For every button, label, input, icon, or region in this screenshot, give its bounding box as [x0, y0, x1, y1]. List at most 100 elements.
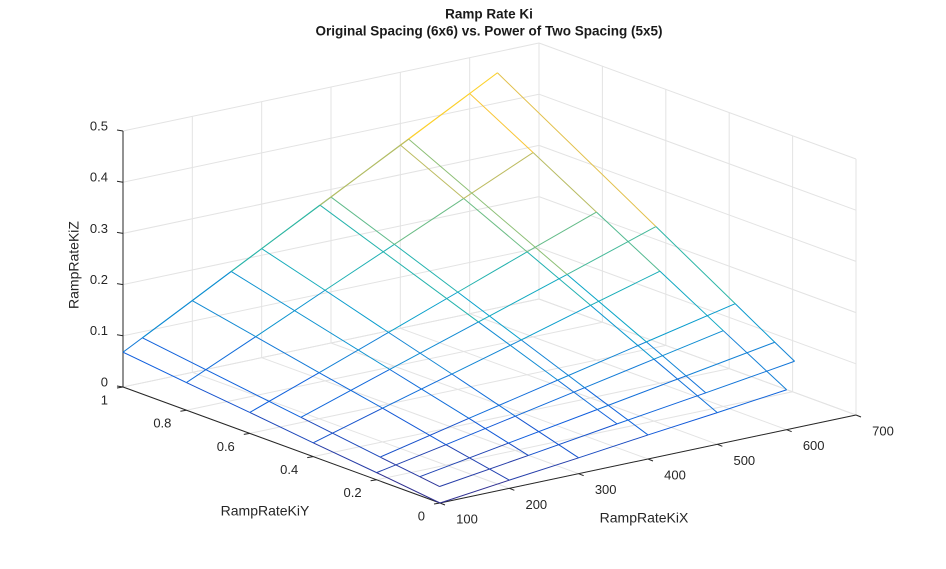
mesh-line: [186, 336, 257, 383]
mesh-line: [653, 358, 718, 413]
mesh-line: [249, 372, 320, 413]
mesh-line: [142, 271, 232, 339]
z-tick-label: 0.2: [90, 272, 108, 287]
mesh-line: [646, 341, 687, 377]
grid-line: [538, 42, 857, 160]
grid-line: [122, 247, 540, 337]
mesh-line: [261, 248, 326, 291]
y-tick-label: 0.6: [217, 439, 235, 454]
mesh-line: [508, 442, 529, 456]
grid-line: [186, 321, 603, 411]
y-axis-label: RampRateKiY: [221, 503, 310, 519]
mesh-line: [230, 271, 390, 370]
mesh-line: [419, 476, 440, 487]
mesh-line: [379, 417, 470, 458]
mesh-line: [478, 274, 568, 323]
mesh-line: [509, 457, 579, 481]
mesh-line: [408, 72, 498, 140]
z-tick-label: 0.5: [90, 118, 108, 133]
mesh-line: [685, 375, 707, 394]
x-tick: [855, 414, 862, 418]
z-tick: [116, 334, 124, 337]
grid-line: [122, 298, 540, 388]
mesh-line: [520, 339, 585, 389]
mesh-line: [249, 411, 314, 444]
grid-line: [538, 196, 857, 314]
chart-title: Ramp Rate Ki: [445, 7, 533, 22]
grid-line: [538, 93, 857, 211]
mesh-line: [566, 274, 647, 343]
mesh-line: [520, 304, 591, 341]
mesh-line: [653, 330, 724, 360]
mesh-line: [376, 472, 441, 504]
mesh-line: [557, 341, 647, 381]
grid-line: [192, 371, 510, 489]
mesh-line: [300, 416, 381, 458]
z-tick: [116, 283, 124, 286]
y-tick: [180, 409, 187, 412]
mesh-line: [590, 270, 661, 306]
mesh-line: [463, 198, 528, 253]
y-axis: [122, 386, 441, 504]
mesh-line: [445, 444, 510, 481]
mesh-line: [330, 196, 395, 245]
mesh-line: [394, 243, 459, 293]
mesh-line: [685, 341, 775, 377]
mesh-line: [532, 152, 597, 213]
x-axis-label: RampRateKiX: [600, 510, 689, 526]
mesh-line: [451, 339, 522, 375]
mesh-line: [319, 138, 409, 206]
grid-line: [122, 144, 540, 234]
chart-subtitle: Original Spacing (6x6) vs. Power of Two …: [315, 24, 662, 39]
y-tick: [307, 456, 314, 459]
mesh-line: [122, 351, 187, 384]
grid-line: [330, 342, 649, 460]
mesh-line: [590, 304, 655, 360]
x-tick: [439, 502, 446, 506]
mesh-line: [192, 300, 256, 338]
mesh-line: [457, 251, 528, 293]
x-tick-label: 300: [595, 482, 617, 497]
mesh-line: [578, 434, 649, 459]
mesh-line: [255, 289, 326, 338]
grid-line: [538, 298, 857, 416]
x-tick: [578, 473, 584, 477]
mesh-line: [514, 415, 579, 459]
mesh-line: [597, 375, 687, 410]
z-tick: [116, 385, 124, 388]
mesh-line: [528, 423, 618, 456]
mesh-line: [300, 368, 390, 418]
x-tick-label: 200: [525, 497, 547, 512]
z-tick-label: 0.1: [90, 323, 108, 338]
mesh-line: [659, 270, 724, 332]
grid-line: [122, 196, 540, 286]
mesh-line: [439, 479, 510, 504]
x-tick-label: 400: [664, 467, 686, 482]
mesh-line: [400, 144, 465, 199]
z-tick-label: 0.3: [90, 221, 108, 236]
mesh-line: [382, 407, 447, 446]
mesh-line: [379, 456, 421, 478]
mesh-line: [394, 198, 465, 245]
mesh-line: [705, 360, 795, 394]
y-tick-label: 0: [418, 508, 425, 523]
z-tick: [116, 129, 124, 132]
mesh-line: [722, 330, 788, 391]
mesh-line: [445, 415, 516, 446]
mesh-line: [717, 389, 787, 414]
x-tick: [509, 487, 515, 491]
mesh-line: [255, 336, 320, 374]
grid-line: [313, 368, 730, 458]
mesh-line: [142, 337, 302, 418]
mesh-line: [655, 226, 736, 305]
mesh-line: [463, 152, 534, 199]
mesh-line: [408, 138, 568, 275]
x-tick: [717, 443, 723, 447]
mesh-line: [646, 303, 736, 343]
y-tick-label: 0.4: [280, 462, 298, 477]
y-tick-label: 0.2: [344, 485, 362, 500]
mesh-line: [497, 72, 657, 227]
mesh-line: [318, 331, 389, 374]
